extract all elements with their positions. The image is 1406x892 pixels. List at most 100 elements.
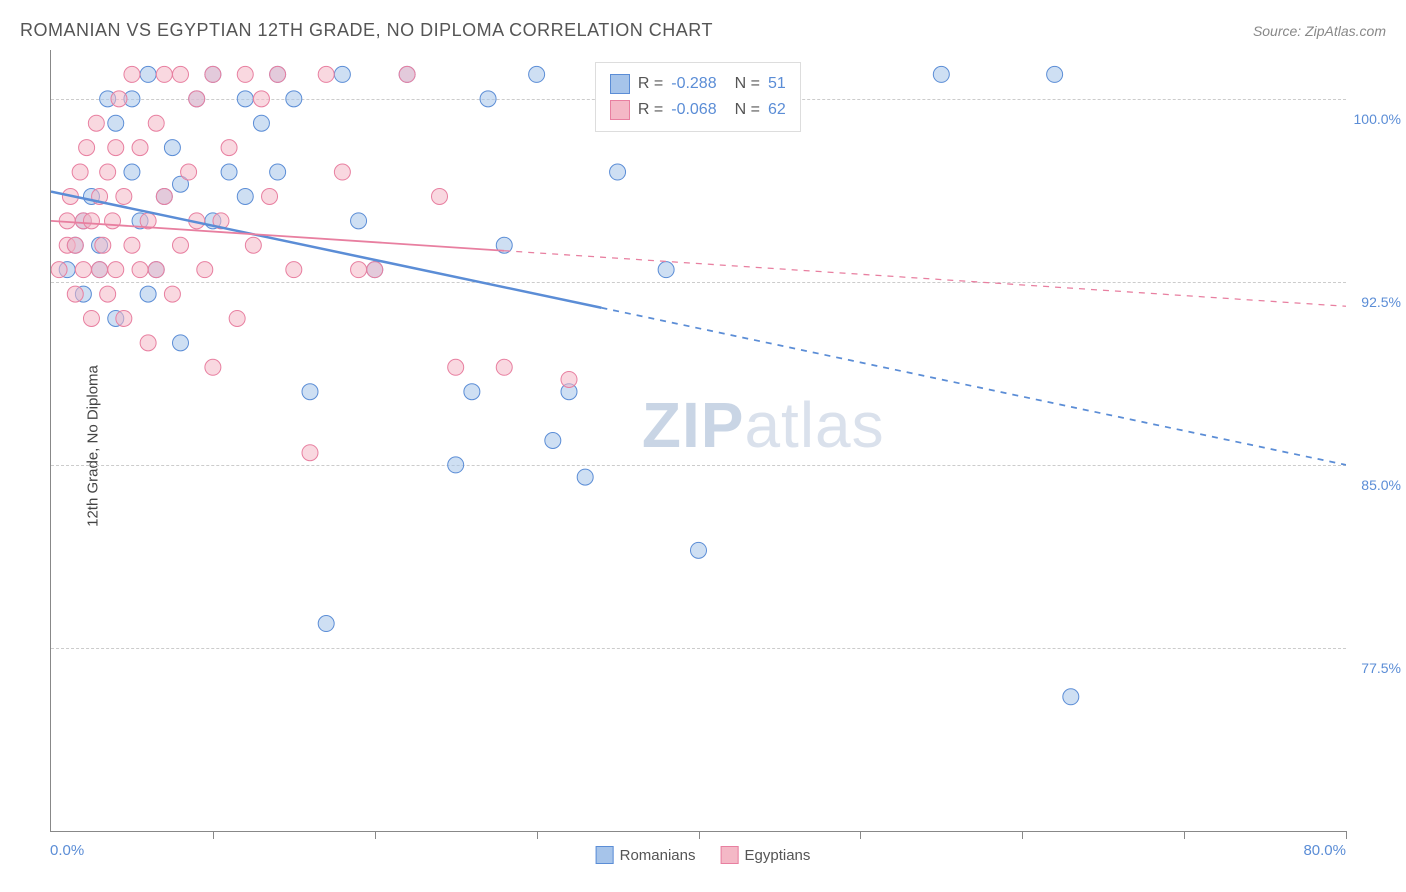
x-tick (1022, 831, 1023, 839)
stats-row-egyptians: R = -0.068 N = 62 (610, 97, 786, 123)
source-attribution: Source: ZipAtlas.com (1253, 23, 1386, 39)
data-point (270, 164, 286, 180)
data-point (108, 262, 124, 278)
data-point (221, 164, 237, 180)
data-point (691, 542, 707, 558)
data-point (334, 66, 350, 82)
data-point (577, 469, 593, 485)
n-value: 51 (768, 75, 786, 93)
chart-container: ROMANIAN VS EGYPTIAN 12TH GRADE, NO DIPL… (0, 0, 1406, 892)
data-point (124, 66, 140, 82)
swatch-icon (610, 100, 630, 120)
trend-line-extrapolated (601, 308, 1346, 465)
data-point (1047, 66, 1063, 82)
data-point (88, 115, 104, 131)
plot-area: 100.0%92.5%85.0%77.5% ZIPatlas R = -0.28… (50, 50, 1346, 832)
data-point (464, 384, 480, 400)
data-point (448, 457, 464, 473)
data-point (148, 115, 164, 131)
x-tick (1184, 831, 1185, 839)
chart-svg (51, 50, 1346, 831)
data-point (124, 164, 140, 180)
swatch-icon (596, 846, 614, 864)
stats-row-romanians: R = -0.288 N = 51 (610, 71, 786, 97)
data-point (105, 213, 121, 229)
data-point (933, 66, 949, 82)
data-point (658, 262, 674, 278)
data-point (132, 262, 148, 278)
data-point (108, 140, 124, 156)
data-point (496, 359, 512, 375)
header: ROMANIAN VS EGYPTIAN 12TH GRADE, NO DIPL… (20, 20, 1386, 41)
chart-title: ROMANIAN VS EGYPTIAN 12TH GRADE, NO DIPL… (20, 20, 713, 41)
legend-item-romanians: Romanians (596, 846, 696, 864)
data-point (318, 616, 334, 632)
data-point (270, 66, 286, 82)
data-point (100, 286, 116, 302)
data-point (83, 213, 99, 229)
trend-line-extrapolated (504, 251, 1346, 307)
y-tick-label: 85.0% (1361, 477, 1401, 493)
data-point (302, 445, 318, 461)
data-point (111, 91, 127, 107)
legend-label: Egyptians (745, 847, 811, 864)
data-point (221, 140, 237, 156)
data-point (67, 237, 83, 253)
data-point (302, 384, 318, 400)
data-point (72, 164, 88, 180)
data-point (173, 237, 189, 253)
data-point (95, 237, 111, 253)
y-tick-label: 77.5% (1361, 660, 1401, 676)
data-point (75, 262, 91, 278)
legend-item-egyptians: Egyptians (721, 846, 811, 864)
data-point (1063, 689, 1079, 705)
data-point (286, 91, 302, 107)
data-point (100, 164, 116, 180)
data-point (529, 66, 545, 82)
data-point (156, 188, 172, 204)
data-point (286, 262, 302, 278)
data-point (140, 335, 156, 351)
data-point (79, 140, 95, 156)
data-point (140, 66, 156, 82)
data-point (132, 140, 148, 156)
y-tick-label: 100.0% (1354, 111, 1401, 127)
data-point (229, 310, 245, 326)
x-tick (537, 831, 538, 839)
data-point (480, 91, 496, 107)
data-point (51, 262, 67, 278)
data-point (83, 310, 99, 326)
data-point (432, 188, 448, 204)
data-point (351, 213, 367, 229)
data-point (181, 164, 197, 180)
trend-line (51, 221, 504, 251)
data-point (448, 359, 464, 375)
data-point (156, 66, 172, 82)
r-value: -0.068 (671, 101, 716, 119)
data-point (67, 286, 83, 302)
data-point (351, 262, 367, 278)
data-point (561, 371, 577, 387)
n-value: 62 (768, 101, 786, 119)
data-point (92, 262, 108, 278)
data-point (189, 91, 205, 107)
stats-legend-box: R = -0.288 N = 51 R = -0.068 N = 62 (595, 62, 801, 132)
data-point (108, 115, 124, 131)
data-point (334, 164, 350, 180)
data-point (399, 66, 415, 82)
data-point (164, 140, 180, 156)
x-tick (860, 831, 861, 839)
data-point (545, 433, 561, 449)
swatch-icon (610, 74, 630, 94)
data-point (173, 66, 189, 82)
y-tick-label: 92.5% (1361, 294, 1401, 310)
data-point (148, 262, 164, 278)
data-point (116, 188, 132, 204)
x-max-label: 80.0% (1303, 842, 1346, 859)
data-point (205, 66, 221, 82)
data-point (237, 91, 253, 107)
data-point (318, 66, 334, 82)
x-tick (699, 831, 700, 839)
swatch-icon (721, 846, 739, 864)
data-point (253, 115, 269, 131)
